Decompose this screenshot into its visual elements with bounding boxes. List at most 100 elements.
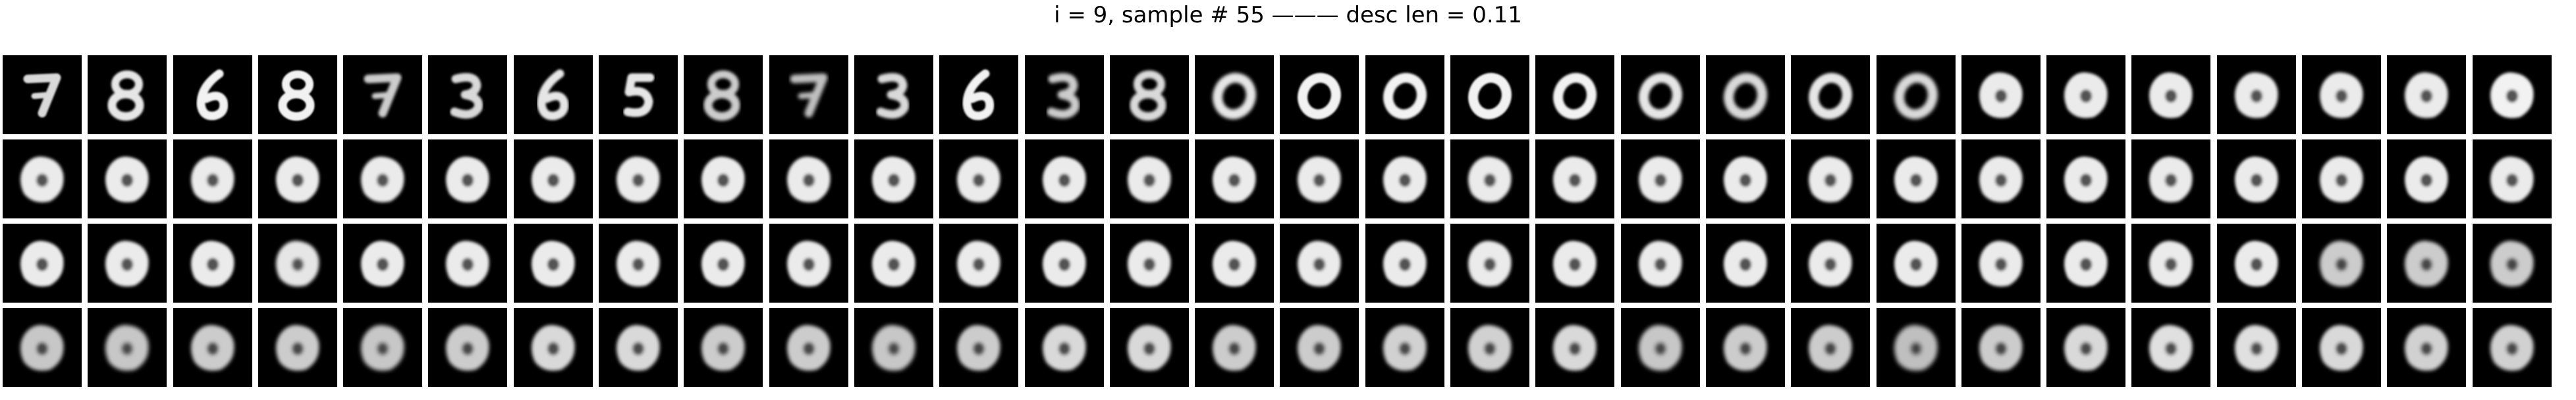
digit-thumbnail (2387, 139, 2467, 218)
digit-thumbnail (343, 55, 423, 134)
digit-thumbnail (939, 139, 1019, 218)
digit-thumbnail (2046, 55, 2126, 134)
digit-thumbnail (2302, 139, 2382, 218)
digit-thumbnail (173, 139, 252, 218)
digit-thumbnail (1365, 308, 1444, 387)
digit-thumbnail (2302, 224, 2382, 303)
digit-thumbnail (2131, 139, 2211, 218)
digit-thumbnail (684, 55, 763, 134)
digit-thumbnail (3, 224, 82, 303)
digit-thumbnail (173, 224, 252, 303)
digit-thumbnail (2046, 308, 2126, 387)
digit-thumbnail (88, 55, 167, 134)
digit-thumbnail (1705, 308, 1785, 387)
digit-thumbnail (1365, 224, 1444, 303)
digit-thumbnail (173, 308, 252, 387)
digit-thumbnail (88, 139, 167, 218)
digit-thumbnail (1450, 224, 1530, 303)
digit-thumbnail (1365, 139, 1444, 218)
digit-thumbnail (1195, 308, 1274, 387)
figure-title: i = 9, sample # 55 ——— desc len = 0.11 (1054, 2, 1522, 28)
digit-thumbnail (1535, 224, 1615, 303)
digit-thumbnail (1109, 308, 1189, 387)
digit-thumbnail (1620, 224, 1700, 303)
digit-thumbnail (1961, 139, 2041, 218)
digit-thumbnail (1876, 224, 1956, 303)
digit-thumbnail (343, 224, 423, 303)
digit-thumbnail (1109, 55, 1189, 134)
digit-thumbnail (1535, 139, 1615, 218)
digit-thumbnail (1280, 224, 1359, 303)
digit-thumbnail (1791, 308, 1871, 387)
digit-thumbnail (1620, 308, 1700, 387)
digit-thumbnail (599, 139, 678, 218)
digit-thumbnail (2216, 55, 2296, 134)
digit-thumbnail (599, 55, 678, 134)
digit-thumbnail (2046, 139, 2126, 218)
digit-thumbnail (2216, 139, 2296, 218)
digit-thumbnail (1024, 224, 1104, 303)
digit-thumbnail (513, 308, 593, 387)
digit-thumbnail (1109, 224, 1189, 303)
digit-thumbnail (769, 139, 848, 218)
digit-thumbnail (3, 139, 82, 218)
digit-thumbnail (1450, 55, 1530, 134)
digit-thumbnail (513, 55, 593, 134)
digit-thumbnail (684, 139, 763, 218)
digit-thumbnail (769, 308, 848, 387)
digit-thumbnail (2472, 308, 2552, 387)
digit-thumbnail (2216, 308, 2296, 387)
digit-thumbnail (258, 308, 337, 387)
digit-thumbnail (769, 55, 848, 134)
digit-thumbnail (1280, 308, 1359, 387)
digit-thumbnail (2387, 55, 2467, 134)
digit-thumbnail (428, 55, 508, 134)
digit-thumbnail (513, 224, 593, 303)
digit-thumbnail (1876, 139, 1956, 218)
digit-thumbnail (1620, 139, 1700, 218)
digit-thumbnail (3, 55, 82, 134)
digit-thumbnail (1450, 308, 1530, 387)
digit-thumbnail (939, 224, 1019, 303)
digit-thumbnail (2472, 224, 2552, 303)
digit-thumbnail (428, 224, 508, 303)
digit-thumbnail (1195, 224, 1274, 303)
digit-thumbnail (854, 139, 933, 218)
digit-thumbnail (1876, 55, 1956, 134)
digit-thumbnail (2131, 224, 2211, 303)
image-grid (3, 55, 2552, 387)
digit-thumbnail (1280, 139, 1359, 218)
digit-thumbnail (1280, 55, 1359, 134)
digit-thumbnail (1109, 139, 1189, 218)
digit-thumbnail (1620, 55, 1700, 134)
digit-thumbnail (173, 55, 252, 134)
digit-thumbnail (428, 139, 508, 218)
digit-thumbnail (2131, 308, 2211, 387)
digit-thumbnail (1961, 224, 2041, 303)
digit-thumbnail (1024, 139, 1104, 218)
digit-thumbnail (1961, 55, 2041, 134)
digit-thumbnail (854, 308, 933, 387)
digit-thumbnail (2216, 224, 2296, 303)
digit-thumbnail (599, 224, 678, 303)
digit-thumbnail (1195, 139, 1274, 218)
digit-thumbnail (1365, 55, 1444, 134)
digit-thumbnail (1961, 308, 2041, 387)
digit-thumbnail (258, 139, 337, 218)
digit-thumbnail (854, 224, 933, 303)
digit-thumbnail (1791, 224, 1871, 303)
digit-thumbnail (428, 308, 508, 387)
digit-thumbnail (1705, 139, 1785, 218)
digit-thumbnail (513, 139, 593, 218)
digit-thumbnail (684, 308, 763, 387)
digit-thumbnail (343, 308, 423, 387)
digit-thumbnail (854, 55, 933, 134)
digit-thumbnail (1195, 55, 1274, 134)
digit-thumbnail (343, 139, 423, 218)
digit-thumbnail (88, 308, 167, 387)
digit-thumbnail (1535, 55, 1615, 134)
digit-thumbnail (2302, 55, 2382, 134)
digit-thumbnail (2131, 55, 2211, 134)
digit-thumbnail (1024, 308, 1104, 387)
digit-thumbnail (88, 224, 167, 303)
